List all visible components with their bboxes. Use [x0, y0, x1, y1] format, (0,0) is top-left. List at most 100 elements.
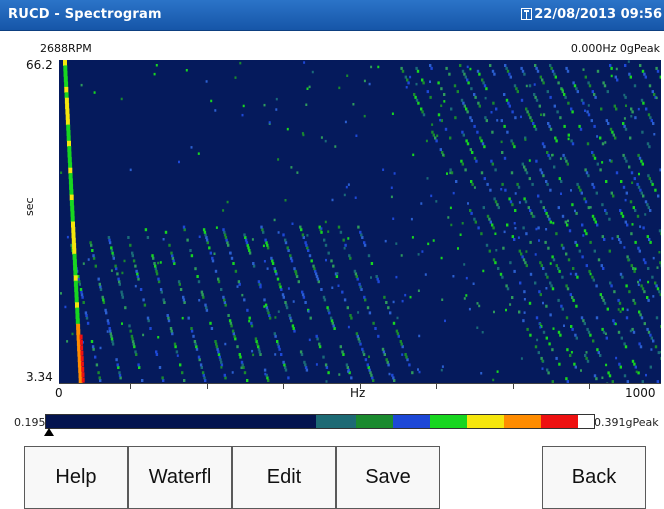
spectrogram-cell: [548, 156, 552, 160]
spectrogram-cell: [78, 280, 81, 284]
spectrogram-cell: [630, 115, 633, 118]
spectrogram-cell: [71, 232, 76, 239]
spectrogram-cell: [640, 284, 643, 288]
spectrogram-cell: [566, 348, 569, 352]
back-button[interactable]: Back: [542, 446, 646, 509]
spectrogram-cell: [310, 259, 313, 263]
spectrogram-cell: [104, 308, 107, 312]
spectrogram-cell: [65, 119, 70, 126]
spectrogram-cell: [465, 139, 468, 143]
spectrogram-cell: [624, 198, 627, 202]
color-scale-bar[interactable]: [45, 414, 595, 429]
spectrogram-cell: [623, 246, 626, 249]
spectrogram-cell: [549, 95, 552, 99]
spectrogram-cell: [535, 316, 539, 320]
spectrogram-cell: [576, 182, 579, 186]
spectrogram-cell: [174, 345, 177, 349]
spectrogram-cell: [214, 269, 218, 273]
spectrogram-cell: [489, 188, 492, 192]
spectrogram-cell: [320, 288, 323, 291]
spectrogram-cell: [300, 228, 303, 232]
spectrogram-cell: [435, 139, 438, 143]
spectrogram-cell: [392, 321, 396, 325]
spectrogram-cell: [311, 70, 314, 74]
spectrogram-cell: [375, 275, 378, 278]
spectrogram-cell: [660, 232, 661, 236]
spectrogram-cell: [324, 243, 328, 247]
spectrogram-cell: [630, 264, 633, 268]
spectrogram-cell: [190, 329, 194, 333]
waterfall-button[interactable]: Waterfl: [128, 446, 232, 509]
spectrogram-cell: [159, 261, 162, 264]
spectrogram-cell: [560, 180, 563, 183]
spectrogram-cell: [262, 244, 265, 248]
spectrogram-cell: [296, 171, 299, 174]
spectrogram-cell: [573, 84, 577, 88]
spectrogram-cell: [622, 185, 626, 189]
spectrogram-cell: [244, 238, 248, 242]
spectrogram-cell: [483, 145, 486, 149]
spectrogram-cell: [508, 197, 511, 201]
spectrogram-cell: [345, 363, 349, 367]
spectrogram-cell: [329, 316, 333, 320]
spectrogram-cell: [530, 211, 533, 215]
spectrogram-cell: [527, 113, 531, 117]
spectrogram-cell: [494, 261, 497, 265]
spectrogram-cell: [549, 220, 552, 224]
spectrogram-cell: [377, 334, 380, 338]
spectrogram-cell: [236, 345, 239, 349]
spectrogram-cell: [461, 130, 464, 134]
spectrogram-cell: [109, 332, 112, 336]
spectrogram-cell: [155, 350, 158, 354]
spectrogram-cell: [521, 255, 524, 259]
spectrogram-cell: [646, 327, 649, 331]
help-button[interactable]: Help: [24, 446, 128, 509]
spectrogram-cell: [232, 332, 235, 336]
spectrogram-cell: [643, 290, 646, 294]
spectrogram-cell: [102, 301, 106, 304]
spectrogram-cell: [516, 90, 519, 94]
spectrogram-cell: [282, 233, 285, 237]
spectrogram-cell: [363, 79, 366, 83]
spectrogram-cell: [252, 264, 256, 268]
spectrogram-cell: [586, 142, 590, 146]
spectrogram-cell: [514, 192, 517, 195]
spectrogram-cell: [167, 316, 170, 320]
spectrogram-cell: [190, 254, 194, 258]
spectrogram-cell: [314, 269, 317, 273]
spectrogram-cell: [505, 66, 508, 70]
spectrogram-plot[interactable]: [59, 60, 661, 383]
spectrogram-cell: [99, 285, 102, 289]
spectrogram-cell: [60, 171, 63, 174]
edit-button[interactable]: Edit: [232, 446, 336, 509]
spectrogram-cell: [420, 202, 423, 205]
spectrogram-cell: [382, 350, 386, 354]
spectrogram-cell: [522, 226, 525, 230]
spectrogram-cell: [77, 350, 82, 357]
spectrogram-cell: [621, 307, 624, 311]
spectrogram-cell: [653, 133, 656, 136]
spectrogram-cell: [490, 111, 493, 114]
scale-marker-icon[interactable]: [44, 428, 54, 436]
spectrogram-cell: [151, 254, 154, 258]
spectrogram-cell: [470, 87, 473, 91]
spectrogram-cell: [64, 92, 69, 99]
spectrogram-cell: [284, 301, 287, 304]
spectrogram-cell: [526, 327, 529, 331]
spectrogram-cell: [647, 298, 650, 302]
spectrogram-cell: [81, 366, 85, 372]
spectrogram-cell: [359, 230, 362, 234]
spectrogram-cell: [395, 275, 398, 279]
spectrogram-cell: [422, 81, 425, 85]
spectrogram-cell: [256, 342, 259, 346]
color-scale-segment: [356, 415, 393, 428]
y-axis-max-label: 66.2: [26, 58, 53, 72]
spectrogram-cell: [358, 282, 361, 286]
save-button[interactable]: Save: [336, 446, 440, 509]
spectrogram-cell: [611, 380, 614, 383]
spectrogram-cell: [463, 297, 466, 300]
spectrogram-cell: [488, 249, 491, 253]
spectrogram-cell: [651, 182, 654, 186]
spectrogram-cell: [569, 293, 572, 297]
spectrogram-cell: [149, 327, 152, 330]
